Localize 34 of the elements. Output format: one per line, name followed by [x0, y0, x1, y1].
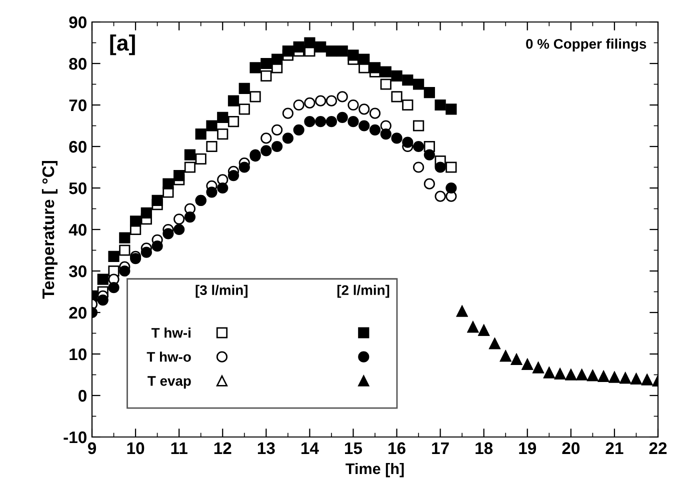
y-tick-label: 40 — [68, 224, 86, 236]
y-tick-label: 70 — [69, 99, 86, 112]
x-tick-label: 19 — [519, 442, 536, 454]
legend-label: T evap — [148, 376, 191, 389]
x-tick-label: 13 — [258, 442, 275, 454]
annotation: [a] — [110, 34, 135, 56]
y-axis-title: Temperature [ °C] — [42, 161, 58, 299]
x-tick-label: 12 — [214, 442, 232, 454]
y-tick-label: 0 — [78, 390, 86, 402]
x-tick-label: 15 — [345, 442, 362, 454]
y-tick-label: 90 — [69, 16, 86, 28]
annotation: 0 % Copper filings — [526, 38, 646, 52]
legend-label: T hw-i — [151, 328, 190, 338]
y-tick-label: 10 — [70, 348, 86, 360]
y-tick-label: 60 — [69, 140, 86, 153]
x-tick-label: 9 — [88, 442, 96, 454]
x-tick-label: 21 — [606, 442, 624, 454]
y-tick-label: 80 — [69, 58, 86, 70]
x-tick-label: 14 — [301, 442, 319, 454]
x-tick-label: 16 — [388, 442, 406, 454]
annotation: [3 l/min] — [196, 284, 248, 298]
x-axis-title: Time [h] — [346, 462, 404, 478]
x-tick-label: 22 — [649, 442, 667, 454]
legend-label: T hw-o — [146, 352, 191, 362]
x-tick-label: 11 — [171, 442, 188, 454]
x-tick-label: 10 — [127, 442, 144, 454]
x-tick-label: 17 — [432, 442, 449, 454]
y-tick-label: 50 — [69, 182, 86, 194]
y-tick-label: 20 — [69, 306, 86, 319]
annotation: [2 l/min] — [337, 284, 390, 298]
y-tick-label: -10 — [64, 431, 86, 444]
x-tick-label: 20 — [562, 442, 580, 454]
x-tick-label: 18 — [476, 442, 493, 454]
y-tick-label: 30 — [68, 265, 86, 278]
